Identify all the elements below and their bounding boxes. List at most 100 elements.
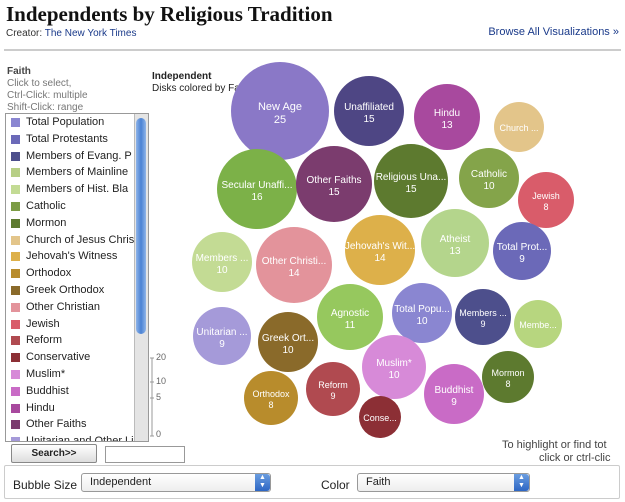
faith-list-item[interactable]: Mormon [6,215,148,232]
bubble[interactable]: Other Christi...14 [256,227,332,303]
faith-item-label: Orthodox [26,267,72,280]
bubble-disk[interactable] [493,222,551,280]
bubble-disk[interactable] [455,289,511,345]
faith-list-item[interactable]: Buddhist [6,383,148,400]
bubble-disk[interactable] [258,312,318,372]
bubble[interactable]: Jehovah's Wit...14 [345,215,415,285]
faith-list-item[interactable]: Total Protestants [6,131,148,148]
color-swatch [11,201,20,211]
bubble-disk[interactable] [244,371,298,425]
bubble[interactable]: Secular Unaffi...16 [217,149,297,229]
bubble-disk[interactable] [256,227,332,303]
bubble-label: Agnostic [331,308,369,319]
bubble-disk[interactable] [514,300,562,348]
faith-list-item[interactable]: Unitarian and Other Li [6,433,148,441]
faith-list-item[interactable]: Catholic [6,198,148,215]
bubble-disk[interactable] [317,284,383,350]
search-input[interactable] [105,446,185,463]
bubble-disk[interactable] [374,144,448,218]
color-select[interactable]: Faith ▲ ▼ [357,473,530,492]
bubble-disk[interactable] [362,335,426,399]
bubble[interactable]: Members ...9 [455,289,511,345]
bubble-value: 10 [388,370,400,381]
faith-list-item[interactable]: Hindu [6,400,148,417]
bubble-value: 14 [374,253,386,264]
bubble-value: 8 [268,400,273,410]
faith-list-item[interactable]: Other Christian [6,299,148,316]
bubble-disk[interactable] [231,62,329,160]
faith-list-item[interactable]: Church of Jesus Chris [6,232,148,249]
bubble-disk[interactable] [359,396,401,438]
creator-link[interactable]: The New York Times [44,28,137,39]
bubble-disk[interactable] [217,149,297,229]
bubble[interactable]: Unitarian ...9 [193,307,251,365]
bubble-disk[interactable] [306,362,360,416]
faith-list-item[interactable]: Muslim* [6,366,148,383]
color-swatch [11,151,20,161]
faith-item-label: Jehovah's Witness [26,250,118,263]
bubble-size-select[interactable]: Independent ▲ ▼ [81,473,271,492]
color-swatch [11,369,20,379]
hint-line: To highlight or find tot [502,439,607,451]
bubble-value: 10 [416,316,428,327]
bubble-disk[interactable] [296,146,372,222]
faith-list-item[interactable]: Total Population [6,114,148,131]
bubble-label: New Age [258,101,302,113]
browse-all-link[interactable]: Browse All Visualizations » [488,26,619,38]
bubble-disk[interactable] [421,209,489,277]
bubble-disk[interactable] [414,84,480,150]
faith-list-item[interactable]: Members of Evang. P [6,148,148,165]
listbox-scrollbar[interactable] [134,114,148,441]
bubble-disk[interactable] [482,351,534,403]
faith-list-item[interactable]: Other Faiths [6,416,148,433]
bubble-disk[interactable] [494,102,544,152]
search-button[interactable]: Search>> [11,444,97,463]
faith-list-item[interactable]: Conservative [6,349,148,366]
bubble[interactable]: Conse... [359,396,401,438]
faith-listbox[interactable]: Total Population Total Protestants Members… [5,113,149,442]
bubble[interactable]: Muslim*10 [362,335,426,399]
bubble[interactable]: Total Prot...9 [493,222,551,280]
faith-list-item[interactable]: Reform [6,332,148,349]
bubble[interactable]: Religious Una...15 [374,144,448,218]
bubble-disk[interactable] [424,364,484,424]
faith-list-item[interactable]: Greek Orthodox [6,282,148,299]
faith-list-item[interactable]: Orthodox [6,265,148,282]
bubble-disk[interactable] [459,148,519,208]
bubble-disk[interactable] [518,172,574,228]
scrollbar-thumb[interactable] [136,118,146,334]
bubble[interactable]: Membe... [514,300,562,348]
faith-item-label: Other Faiths [26,418,87,431]
chevron-updown-icon: ▲ ▼ [514,474,529,491]
faith-list-item[interactable]: Members of Mainline [6,164,148,181]
bubble[interactable]: Church ... [494,102,544,152]
color-swatch [11,235,20,245]
bubble-disk[interactable] [192,232,252,292]
bubble-value: 15 [405,184,417,195]
help-line: Ctrl-Click: multiple [7,90,88,101]
bubble-disk[interactable] [334,76,404,146]
bubble[interactable]: Members ...10 [192,232,252,292]
color-swatch [11,185,20,195]
bubble-disk[interactable] [193,307,251,365]
bubble-disk[interactable] [392,283,452,343]
faith-list-item[interactable]: Members of Hist. Bla [6,181,148,198]
faith-list-item[interactable]: Jehovah's Witness [6,248,148,265]
bubble[interactable]: Total Popu...10 [392,283,452,343]
faith-list-item[interactable]: Jewish [6,316,148,333]
bubble-disk[interactable] [345,215,415,285]
faith-list-items: Total Population Total Protestants Members… [6,114,148,441]
bubble[interactable]: Greek Ort...10 [258,312,318,372]
